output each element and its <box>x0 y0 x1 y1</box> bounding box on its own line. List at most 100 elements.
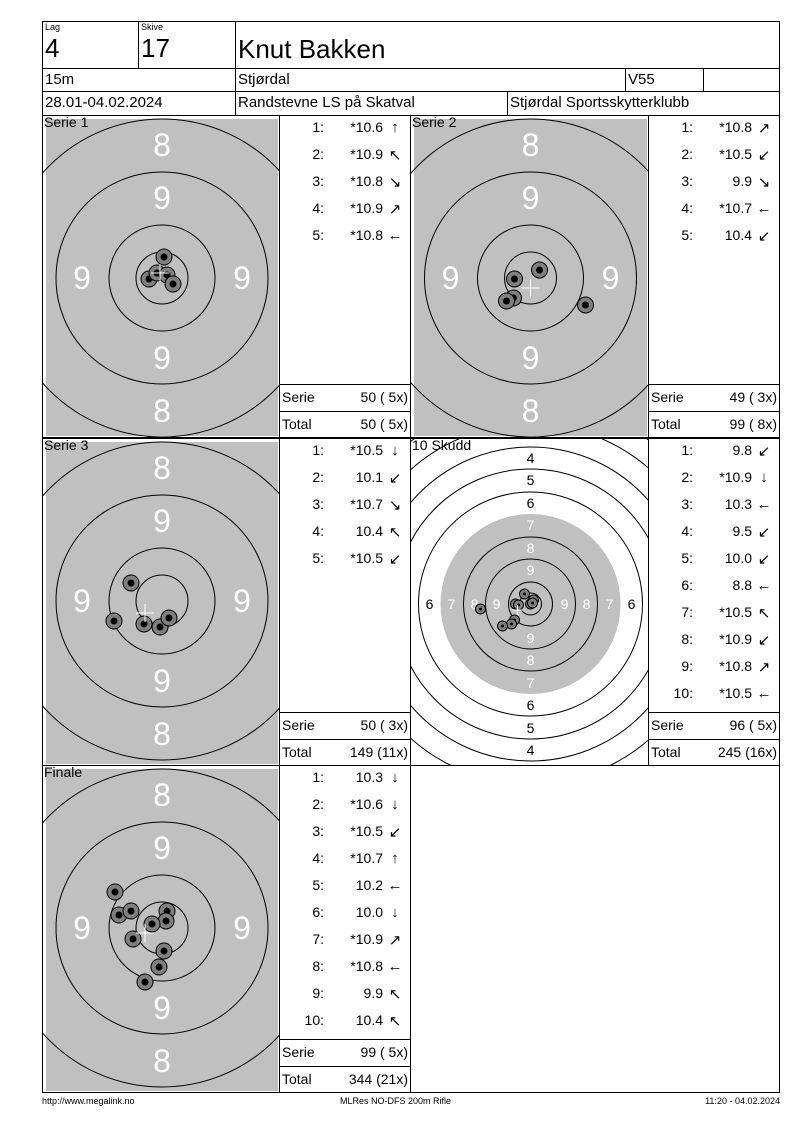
shot-value: *10.8 <box>719 658 752 674</box>
target-ring <box>108 874 216 982</box>
serie-label: Serie <box>282 389 315 405</box>
direction-arrow-icon: ← <box>756 685 772 702</box>
direction-arrow-icon: ↘ <box>388 174 402 191</box>
ring-number: 9 <box>233 583 251 619</box>
serie-sum-row: Serie 99 ( 5x) <box>280 1039 410 1067</box>
serie-sum-row: Serie 49 ( 3x) <box>649 384 779 412</box>
shot-center <box>503 297 510 305</box>
skive-label: Skive <box>141 22 164 32</box>
shot-value: *10.9 <box>350 146 383 162</box>
shot-value: 8.8 <box>732 577 752 593</box>
ring-number: 6 <box>527 697 535 713</box>
direction-arrow-icon: ← <box>756 200 772 217</box>
target-ring <box>485 558 576 650</box>
ring-number: 9 <box>73 583 91 619</box>
footer-software: MLRes NO-DFS 200m Rifle <box>340 1096 452 1106</box>
shot-center <box>511 275 518 283</box>
ring-number: 9 <box>527 562 535 578</box>
shot-center <box>501 624 504 628</box>
ring-number: 9 <box>153 503 171 539</box>
shot-number: 10: <box>304 1012 324 1028</box>
shot-value: *10.5 <box>719 685 752 701</box>
panel-title: Serie 1 <box>44 115 89 130</box>
total-label: Total <box>282 744 312 760</box>
total-label: Total <box>282 1071 312 1087</box>
shot-value: *10.7 <box>350 850 383 866</box>
ring-number: 9 <box>153 990 171 1026</box>
shot-row: 1: 10.3 ↓ <box>280 769 410 789</box>
shot-value: *10.6 <box>350 796 383 812</box>
panel-title: Finale <box>44 765 83 780</box>
empty-area <box>410 765 780 1093</box>
skive-value: 17 <box>141 33 170 63</box>
shot-row: 4: 9.5 ↙ <box>649 523 779 543</box>
shot-row: 1: *10.8 ↗ <box>649 119 779 139</box>
shot-value: 9.8 <box>732 442 752 458</box>
serie-sum-row: Serie 50 ( 3x) <box>280 712 410 740</box>
distance-cell: 15m <box>42 68 236 92</box>
total-sum-row: Total 99 ( 8x) <box>649 411 779 437</box>
direction-arrow-icon: ↙ <box>757 147 771 164</box>
shot-value: 10.1 <box>355 469 383 485</box>
direction-arrow-icon: ↓ <box>391 796 399 813</box>
shot-number: 1: <box>312 769 324 785</box>
shot-value: 10.0 <box>355 904 383 920</box>
shot-row: 7: *10.5 ↖ <box>649 604 779 624</box>
ring-number: 7 <box>448 596 456 612</box>
dates-cell: 28.01-04.02.2024 <box>42 91 236 116</box>
shot-number: 3: <box>681 496 693 512</box>
shot-center <box>127 907 135 915</box>
shot-value: *10.8 <box>719 119 752 135</box>
score-list: 1: *10.8 ↗ 2: *10.5 ↙ 3: 9.9 ↘ 4: *10.7 ← 5: 10.4 ↙ Ser… <box>648 115 780 438</box>
serie-value: 49 ( 3x) <box>729 389 777 405</box>
organizer: Stjørdal Sportsskytterklubb <box>510 94 690 111</box>
shot-number: 1: <box>681 442 693 458</box>
ring-number: 6 <box>628 596 636 612</box>
shot-number: 4: <box>312 850 324 866</box>
ring-number: 8 <box>522 393 540 429</box>
total-sum-row: Total 50 ( 5x) <box>280 411 410 437</box>
target-panel: 8 9 9 8 9 9 Serie 3 <box>42 438 280 766</box>
shot-number: 4: <box>681 200 693 216</box>
serie-label: Serie <box>651 389 684 405</box>
shot-row: 5: *10.5 ↙ <box>280 550 410 570</box>
shot-center <box>141 978 149 986</box>
direction-arrow-icon: ← <box>387 227 403 244</box>
target-panel: 8 9 9 8 9 9 Finale <box>42 765 280 1093</box>
score-list: 1: *10.5 ↓ 2: 10.1 ↙ 3: *10.7 ↘ 4: 10.4 ↖ 5: *10.5 ↙ Se… <box>279 438 411 766</box>
shot-row: 4: *10.7 ↑ <box>280 850 410 870</box>
ring-number: 6 <box>527 495 535 511</box>
direction-arrow-icon: ← <box>756 577 772 594</box>
shot-number: 5: <box>681 227 693 243</box>
serie-sum-row: Serie 50 ( 5x) <box>280 384 410 412</box>
lag-label: Lag <box>45 22 61 32</box>
total-label: Total <box>282 416 312 432</box>
target-ring <box>108 224 216 332</box>
direction-arrow-icon: ↑ <box>391 850 399 867</box>
shot-number: 8: <box>312 958 324 974</box>
score-list: 1: 10.3 ↓ 2: *10.6 ↓ 3: *10.5 ↙ 4: *10.7 ↑ 5: 10.2 ← 6:… <box>279 765 411 1093</box>
target-image: 8 9 9 8 9 9 <box>43 441 279 764</box>
ring-number: 7 <box>527 675 535 691</box>
distance: 15m <box>45 71 75 88</box>
shot-center <box>129 935 137 943</box>
shot-center <box>127 579 135 587</box>
direction-arrow-icon: ↓ <box>760 469 768 486</box>
shooter-name: Knut Bakken <box>238 34 386 64</box>
ring-number: 9 <box>442 260 460 296</box>
shot-row: 3: 9.9 ↘ <box>649 173 779 193</box>
serie-label: Serie <box>282 1044 315 1060</box>
shot-value: *10.6 <box>350 119 383 135</box>
dates: 28.01-04.02.2024 <box>45 94 163 111</box>
event: Randstevne LS på Skatval <box>238 94 415 111</box>
shot-number: 6: <box>312 904 324 920</box>
footer-url[interactable]: http://www.megalink.no <box>42 1096 135 1106</box>
serie-label: Serie <box>282 717 315 733</box>
total-label: Total <box>651 744 681 760</box>
ring-number: 9 <box>153 663 171 699</box>
ring-number: 8 <box>153 450 171 486</box>
shot-center <box>110 617 118 625</box>
shot-value: *10.5 <box>350 550 383 566</box>
serie-label: Serie <box>651 717 684 733</box>
